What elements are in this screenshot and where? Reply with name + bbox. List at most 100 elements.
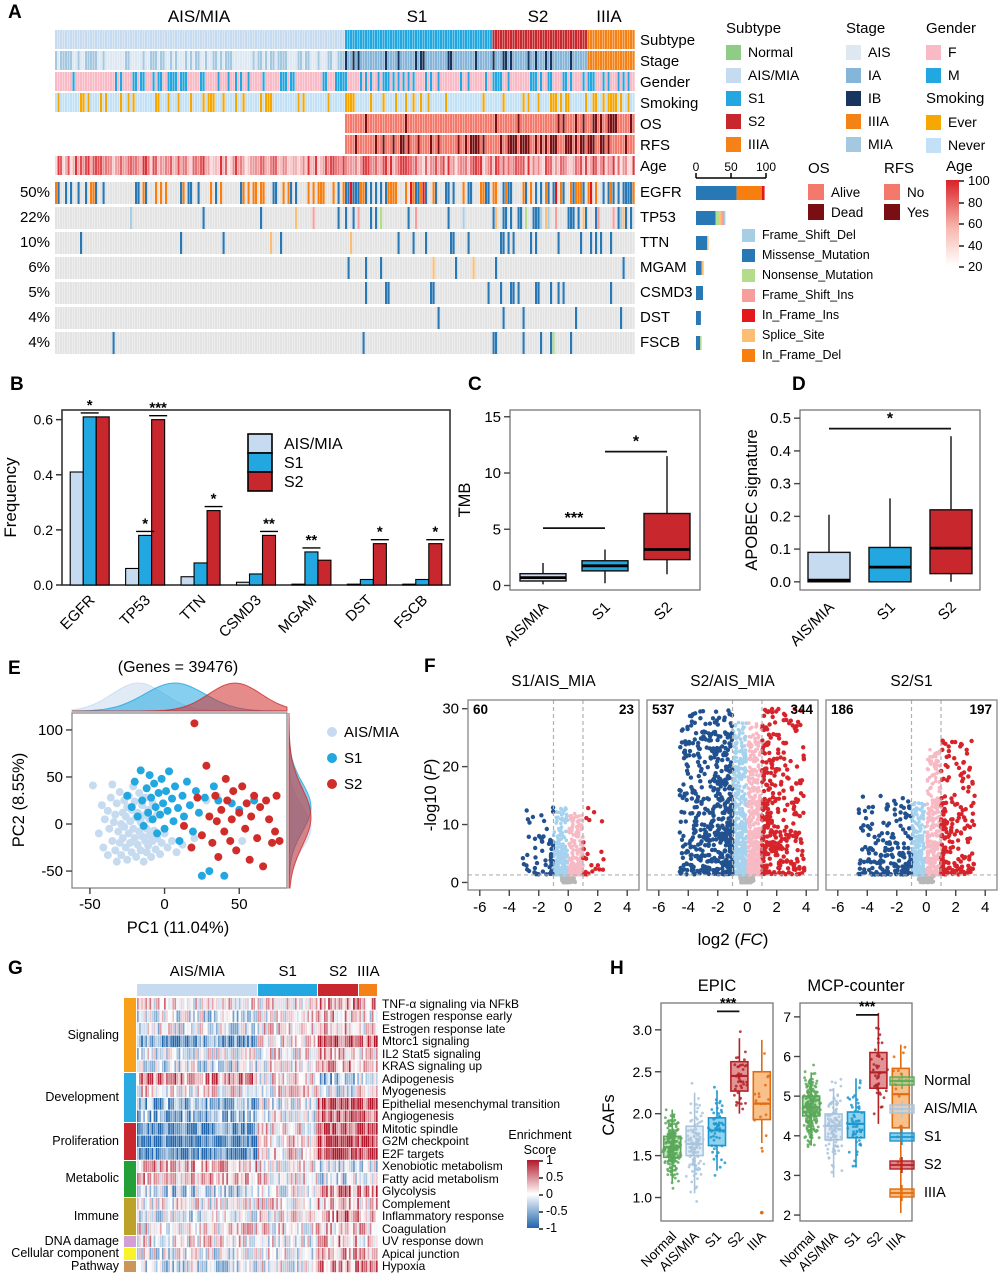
oncoplot-gene-name: CSMD3 <box>640 284 693 301</box>
pca-point <box>271 827 280 836</box>
pca-point <box>194 808 203 817</box>
gene-bar-segment <box>700 336 702 350</box>
legend-label: Normal <box>748 44 794 60</box>
svg-text:Frequency: Frequency <box>1 457 20 538</box>
pca-point <box>188 827 197 836</box>
pca-point <box>154 788 163 797</box>
svg-text:S2/S1: S2/S1 <box>890 673 932 690</box>
svg-text:MGAM: MGAM <box>275 592 320 637</box>
legend-os-items: Alive Dead <box>808 184 863 220</box>
pathway-row-label: Complement <box>382 1196 451 1211</box>
legend-label: Frame_Shift_Ins <box>762 288 854 302</box>
legend-boxplot-glyph <box>889 1101 915 1117</box>
oncoplot-track-label: Gender <box>640 74 691 91</box>
age-tick-mark <box>959 266 964 268</box>
legend-swatch <box>846 44 861 60</box>
age-tick-mark <box>959 223 964 225</box>
svg-text:FSCB: FSCB <box>391 592 431 632</box>
freq-bar <box>402 583 417 586</box>
legend-item: Normal <box>726 44 799 60</box>
svg-text:-2: -2 <box>890 899 903 916</box>
svg-text:PC1 (11.04%): PC1 (11.04%) <box>127 919 229 937</box>
pathway-category-swatch <box>124 1123 136 1160</box>
svg-text:*: * <box>887 411 894 428</box>
pca-point <box>174 804 183 813</box>
svg-text:5: 5 <box>493 521 501 538</box>
panel-e-label: E <box>8 658 21 679</box>
svg-text:20: 20 <box>442 759 459 776</box>
pathway-row-label: Coagulation <box>382 1221 447 1236</box>
freq-bar <box>138 534 153 586</box>
svg-text:-6: -6 <box>473 899 486 916</box>
freq-bar <box>415 578 430 586</box>
legend-item: No <box>884 184 929 200</box>
pca-point <box>191 787 200 796</box>
panel-d-label: D <box>792 374 806 395</box>
legend-item: IIIA <box>846 113 893 129</box>
oncoplot-gene-name: DST <box>640 309 670 326</box>
pca-point <box>250 791 259 800</box>
pca-point <box>259 862 268 871</box>
pca-point <box>238 836 247 845</box>
pathway-category-swatch <box>124 1248 136 1260</box>
legend-subtype-title: Subtype <box>726 20 782 37</box>
pca-point <box>103 851 112 860</box>
pca-point <box>109 818 118 827</box>
svg-text:*: * <box>633 434 640 451</box>
svg-text:**: ** <box>263 515 275 532</box>
svg-text:IIIA: IIIA <box>744 1229 769 1254</box>
legend-swatch <box>808 204 824 220</box>
svg-text:*: * <box>211 491 217 508</box>
svg-text:10: 10 <box>442 817 459 834</box>
freq-bar <box>248 573 264 586</box>
svg-text:S2/AIS_MIA: S2/AIS_MIA <box>690 673 775 690</box>
pathway-row-label: Inflammatory response <box>382 1209 505 1223</box>
boxplot-box <box>752 1070 772 1121</box>
svg-text:EPIC: EPIC <box>698 977 737 995</box>
legend-subtype-items: Normal AIS/MIA S1 S2 IIIA <box>726 44 799 152</box>
freq-bar <box>346 583 361 586</box>
svg-text:CSMD3: CSMD3 <box>216 592 265 641</box>
svg-text:2.0: 2.0 <box>633 1106 653 1122</box>
oncoplot-track-label: Subtype <box>640 32 696 49</box>
legend-swatch <box>726 44 741 60</box>
legend-item: AIS/MIA <box>888 1100 977 1118</box>
svg-text:0.1: 0.1 <box>770 541 791 558</box>
svg-text:AIS/MIA: AIS/MIA <box>344 724 399 741</box>
pathway-category-swatch <box>124 998 136 1072</box>
svg-text:3: 3 <box>783 1167 791 1183</box>
age-tick-label: 100 <box>968 173 990 188</box>
pca-point <box>229 787 238 796</box>
oncoplot-gene-percent: 10% <box>19 234 50 251</box>
legend-label: IIIA <box>924 1185 946 1201</box>
svg-text:0.5: 0.5 <box>770 410 791 427</box>
legend-item: S1 <box>726 90 799 106</box>
svg-text:*: * <box>142 515 148 532</box>
boxplot-box <box>929 509 973 575</box>
svg-text:0: 0 <box>564 899 572 916</box>
legend-swatch <box>742 348 755 362</box>
pathway-row-label: E2F targets <box>382 1146 445 1161</box>
age-tick-label: 40 <box>968 237 983 253</box>
pca-point <box>97 801 106 810</box>
age-tick-mark <box>959 180 964 182</box>
pca-point <box>162 787 171 796</box>
legend-mutation-items: Frame_Shift_Del Missense_Mutation Nonsense… <box>742 228 873 362</box>
svg-text:-2: -2 <box>532 899 545 916</box>
svg-text:4: 4 <box>783 1128 791 1144</box>
pca-point <box>117 851 126 860</box>
pathway-row-label: Adipogenesis <box>382 1071 455 1086</box>
pca-point <box>130 777 139 786</box>
svg-text:S2: S2 <box>935 599 960 624</box>
svg-text:0.3: 0.3 <box>770 476 791 493</box>
pca-point <box>256 803 265 812</box>
age-tick-label: 80 <box>968 194 983 210</box>
pca-point <box>151 803 160 812</box>
legend-mutation-types: Frame_Shift_Del Missense_Mutation Nonsense… <box>742 228 873 368</box>
panel-a-label: A <box>8 2 22 23</box>
svg-text:0.2: 0.2 <box>770 508 791 525</box>
freq-bar <box>82 416 97 586</box>
pathway-category-label: Development <box>45 1090 119 1104</box>
pathway-category-swatch <box>124 1260 136 1272</box>
age-tick-label: 20 <box>968 259 983 274</box>
